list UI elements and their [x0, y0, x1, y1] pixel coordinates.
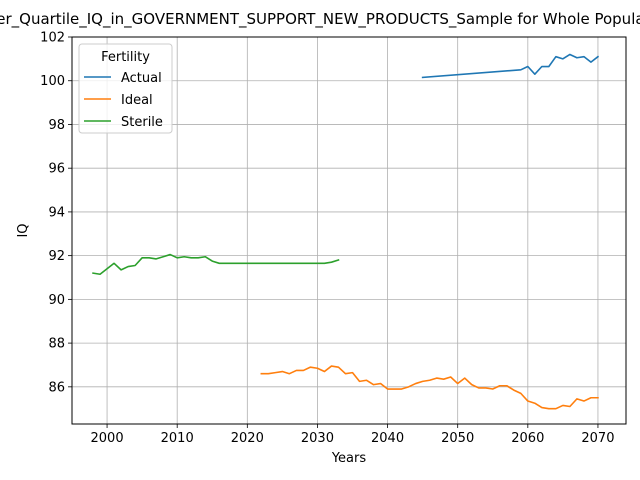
legend-label-actual: Actual	[121, 71, 162, 86]
x-axis-ticks: 2000 2010 2020 2030 2040 2050 2060 2070	[91, 424, 614, 446]
x-tick-label: 2060	[511, 431, 544, 446]
y-tick-label: 94	[48, 205, 65, 220]
y-axis-ticks: 86 88 90 92 94 96 98 100 102	[40, 31, 72, 395]
x-tick-label: 2030	[301, 431, 334, 446]
x-tick-label: 2070	[581, 431, 614, 446]
y-tick-label: 88	[48, 337, 65, 352]
x-axis-label: Years	[331, 451, 367, 466]
y-tick-label: 90	[48, 293, 65, 308]
legend-box	[78, 43, 173, 134]
legend-items: Actual Ideal Sterile	[84, 71, 163, 130]
x-tick-label: 2020	[231, 431, 264, 446]
x-tick-label: 2050	[441, 431, 474, 446]
y-axis-label: IQ	[16, 223, 31, 237]
y-tick-label: 98	[48, 118, 65, 133]
legend: Fertility Actual Ideal Sterile	[78, 43, 173, 134]
series-line-actual	[421, 53, 600, 79]
legend-title: Fertility	[101, 50, 150, 65]
series-line-ideal	[260, 365, 599, 410]
y-tick-label: 92	[48, 249, 65, 264]
x-tick-label: 2010	[161, 431, 194, 446]
y-tick-label: 100	[40, 74, 65, 89]
x-tick-label: 2000	[91, 431, 124, 446]
series-line-sterile	[92, 253, 340, 276]
y-tick-label: 86	[48, 380, 65, 395]
chart-title: Lower_Quartile_IQ_in_GOVERNMENT_SUPPORT_…	[0, 10, 640, 29]
series-lines	[92, 53, 600, 410]
legend-label-ideal: Ideal	[121, 93, 153, 108]
grid-lines	[72, 36, 626, 424]
y-tick-label: 96	[48, 162, 65, 177]
plot-frame	[71, 36, 627, 425]
x-tick-label: 2040	[371, 431, 404, 446]
legend-label-sterile: Sterile	[121, 115, 163, 130]
y-tick-label: 102	[40, 31, 65, 46]
